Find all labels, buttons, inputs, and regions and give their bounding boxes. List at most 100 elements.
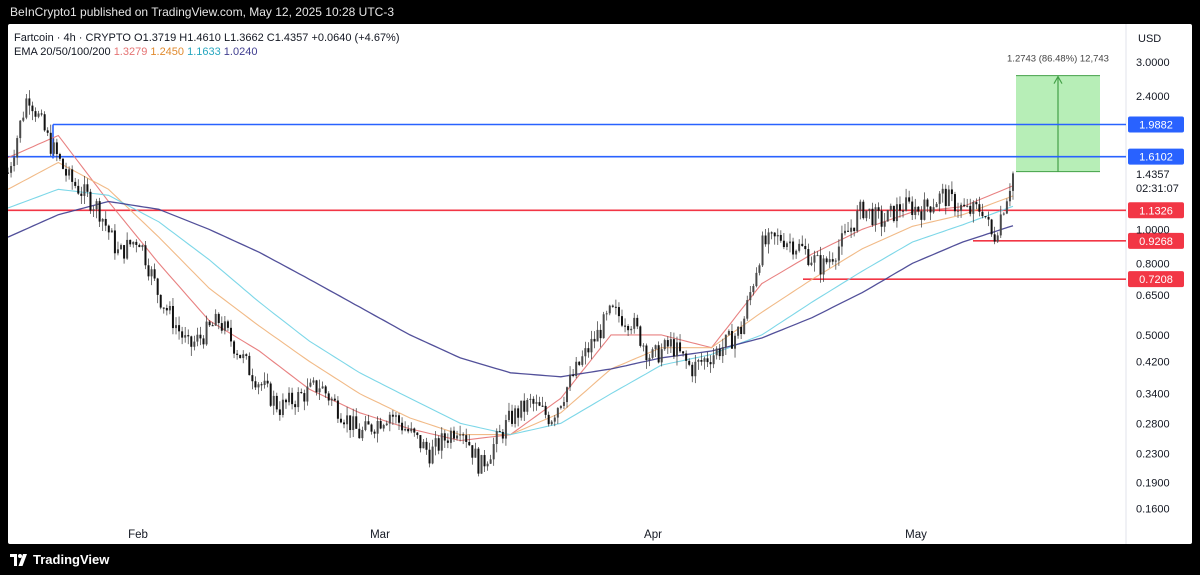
- candle-body: [257, 384, 260, 388]
- candle-body: [190, 336, 193, 347]
- candle-body: [624, 325, 627, 327]
- candle-body: [590, 338, 593, 353]
- candle-body: [504, 420, 507, 439]
- candle-body: [843, 230, 846, 234]
- candle-body: [361, 429, 364, 439]
- tradingview-brand[interactable]: TradingView: [33, 552, 110, 567]
- candle-body: [13, 157, 16, 167]
- candle-body: [559, 405, 562, 409]
- candle-body: [617, 307, 620, 317]
- candle-body: [862, 201, 865, 219]
- candle-body: [813, 255, 816, 263]
- candle-body: [77, 185, 80, 194]
- candle-body: [556, 408, 559, 418]
- candle-body: [480, 455, 483, 474]
- candle-body: [150, 269, 153, 277]
- candle-body: [303, 393, 306, 402]
- candle-body: [452, 430, 455, 439]
- candle-body: [233, 341, 236, 354]
- candle-body: [960, 204, 963, 211]
- candle-body: [929, 206, 932, 213]
- candle-body: [792, 241, 795, 255]
- candle-body: [578, 361, 581, 365]
- candle-body: [562, 402, 565, 406]
- candle-body: [269, 383, 272, 406]
- candle-body: [682, 351, 685, 354]
- candle-body: [816, 255, 819, 257]
- candle-body: [724, 334, 727, 348]
- candle-body: [254, 381, 257, 388]
- chart-panel[interactable]: 1.2743 (86.48%) 12,743 1.9882 1.6102 1.1326…: [8, 24, 1192, 544]
- candle-body: [474, 448, 477, 458]
- month-label-feb: Feb: [128, 529, 148, 541]
- candle-body: [498, 431, 501, 433]
- candle-body: [764, 235, 767, 245]
- candle-body: [483, 455, 486, 467]
- tradingview-logo-icon[interactable]: [10, 554, 28, 566]
- candle-body: [819, 255, 822, 275]
- candle-body: [755, 272, 758, 287]
- candle-body: [294, 404, 297, 408]
- candle-body: [501, 431, 504, 439]
- price-tick-label: 2.4000: [1136, 91, 1170, 103]
- candle-body: [620, 316, 623, 326]
- candle-body: [223, 321, 226, 331]
- candle-body: [602, 314, 605, 339]
- legend-span: 1.4610: [187, 32, 224, 44]
- candle-body: [611, 305, 614, 307]
- month-label-apr: Apr: [644, 529, 662, 541]
- candle-body: [782, 240, 785, 248]
- candle-body: [425, 441, 428, 450]
- candle-body: [660, 349, 663, 363]
- target-arrow-head: [1053, 75, 1063, 84]
- candle-body: [443, 433, 446, 441]
- candle-body: [953, 194, 956, 212]
- legend-span: O: [134, 32, 143, 44]
- candle-body: [636, 317, 639, 327]
- candle-body: [963, 204, 966, 207]
- candle-body: [877, 207, 880, 211]
- candle-body: [572, 374, 575, 376]
- candle-body: [495, 431, 498, 445]
- candle-body: [300, 392, 303, 394]
- candle-body: [874, 207, 877, 226]
- candle-body: [1008, 190, 1011, 202]
- legend-ema-value-1: 1.3279: [114, 46, 151, 58]
- candle-body: [61, 158, 64, 169]
- candle-body: [135, 241, 138, 245]
- candle-body: [947, 189, 950, 207]
- candle-body: [352, 416, 355, 431]
- candle-body: [773, 232, 776, 237]
- price-tick-label: 0.2300: [1136, 448, 1170, 460]
- candle-body: [19, 120, 22, 139]
- candle-body: [193, 341, 196, 347]
- price-tick-label: 0.2800: [1136, 418, 1170, 430]
- candle-body: [440, 433, 443, 451]
- level-tag-text-1.6102: 1.6102: [1139, 152, 1173, 164]
- candle-body: [679, 342, 682, 352]
- candle-body: [144, 245, 147, 266]
- candle-body: [74, 181, 77, 186]
- candle-body: [715, 348, 718, 356]
- currency-label: USD: [1138, 33, 1161, 45]
- candle-body: [492, 444, 495, 460]
- candle-body: [385, 423, 388, 426]
- legend-ema-value-3: 1.1633: [187, 46, 224, 58]
- candle-body: [281, 399, 284, 415]
- candle-body: [886, 210, 889, 222]
- candle-body: [205, 321, 208, 345]
- candle-body: [86, 184, 89, 192]
- candle-body: [107, 225, 110, 233]
- candle-body: [511, 410, 514, 424]
- candle-body: [847, 230, 850, 232]
- level-tag-text-1.1326: 1.1326: [1139, 205, 1173, 217]
- candle-body: [318, 388, 321, 393]
- price-chart[interactable]: 1.2743 (86.48%) 12,743 1.9882 1.6102 1.1326…: [8, 24, 1192, 544]
- candle-body: [840, 233, 843, 247]
- candle-body: [89, 191, 92, 211]
- candle-body: [162, 307, 165, 309]
- legend-span: L: [224, 32, 230, 44]
- candle-body: [526, 399, 529, 412]
- candle-body: [859, 201, 862, 211]
